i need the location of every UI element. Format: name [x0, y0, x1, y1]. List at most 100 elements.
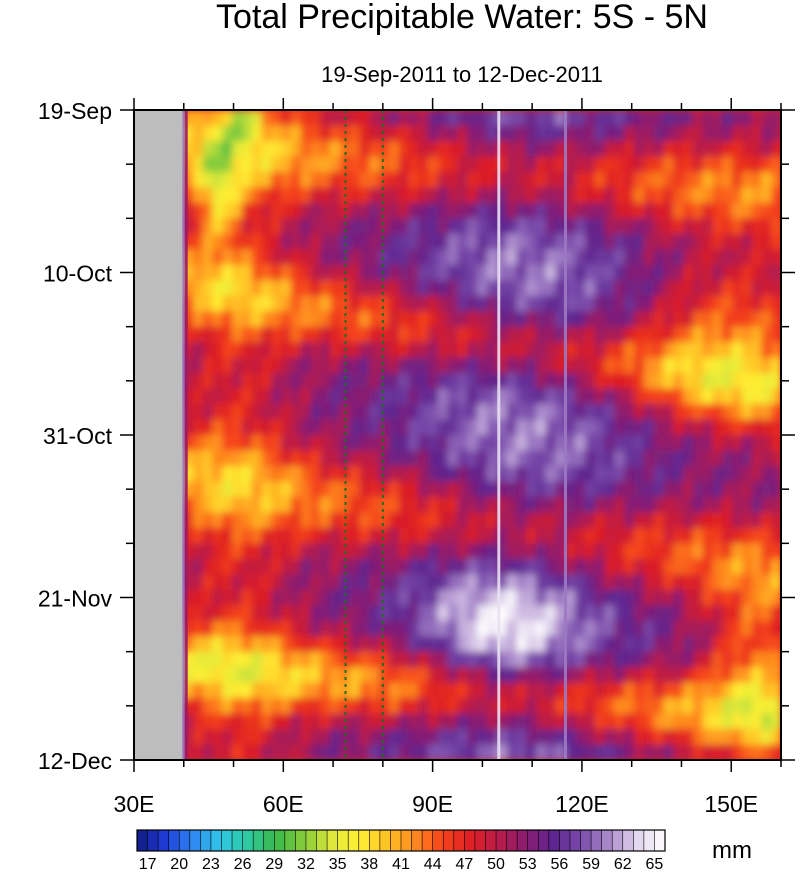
field-cell — [643, 713, 655, 730]
field-cell — [614, 419, 625, 436]
field-cell — [565, 311, 576, 328]
x-tick-label: 150E — [704, 791, 758, 817]
field-cell — [418, 404, 429, 421]
field-cell — [575, 651, 586, 668]
field-cell — [418, 543, 429, 560]
field-cell — [751, 589, 763, 607]
field-cell — [761, 141, 772, 158]
field-cell — [457, 264, 469, 282]
field-cell — [545, 326, 557, 343]
field-cell — [584, 233, 596, 251]
colorbar-box — [253, 830, 265, 851]
field-cell — [222, 466, 233, 483]
field-cell — [222, 202, 233, 220]
field-cell — [751, 202, 763, 220]
field-cell — [634, 481, 645, 498]
colorbar-box — [210, 830, 222, 851]
field-cell — [565, 264, 576, 282]
field-cell — [349, 373, 361, 390]
field-cell — [584, 512, 596, 529]
field-cell — [673, 373, 684, 390]
field-cell — [575, 667, 586, 684]
field-cell — [281, 357, 292, 374]
field-cell — [584, 311, 596, 328]
field-cell — [349, 141, 361, 158]
field-cell — [683, 682, 694, 699]
field-cell — [241, 404, 253, 421]
field-cell — [673, 187, 684, 204]
field-cell — [183, 110, 194, 127]
field-cell — [496, 326, 508, 343]
field-cell — [428, 311, 439, 328]
field-cell — [771, 249, 781, 266]
field-cell — [359, 620, 371, 637]
field-cell — [555, 388, 567, 405]
field-cell — [506, 311, 518, 328]
field-cell — [634, 249, 645, 266]
field-cell — [516, 233, 527, 251]
field-cell — [437, 682, 449, 699]
field-cell — [192, 156, 204, 173]
field-cell — [251, 574, 263, 591]
field-cell — [281, 496, 292, 514]
field-cell — [428, 698, 439, 715]
field-cell — [545, 558, 557, 576]
field-cell — [496, 512, 508, 529]
field-cell — [408, 698, 420, 715]
field-cell — [192, 295, 204, 312]
field-cell — [330, 171, 341, 189]
field-cell — [506, 450, 518, 467]
field-cell — [673, 218, 684, 235]
field-cell — [261, 202, 272, 220]
field-cell — [388, 435, 400, 452]
field-cell — [732, 125, 743, 142]
field-cell — [408, 125, 420, 142]
field-cell — [516, 574, 527, 591]
field-cell — [653, 543, 665, 560]
field-cell — [349, 218, 361, 235]
field-cell — [418, 388, 429, 405]
field-cell — [496, 218, 508, 235]
field-cell — [712, 620, 723, 637]
field-cell — [673, 357, 684, 374]
field-cell — [310, 404, 322, 421]
field-cell — [741, 605, 753, 622]
field-cell — [614, 141, 625, 158]
field-cell — [271, 636, 282, 653]
field-cell — [251, 295, 263, 312]
field-cell — [584, 110, 596, 127]
colorbar-box — [189, 830, 201, 851]
field-cell — [212, 388, 223, 405]
field-cell — [584, 636, 596, 653]
field-cell — [212, 466, 223, 483]
field-cell — [516, 264, 527, 282]
field-cell — [447, 125, 459, 142]
field-cell — [437, 125, 449, 142]
field-cell — [379, 744, 390, 760]
field-cell — [594, 233, 606, 251]
field-cell — [212, 202, 223, 220]
field-cell — [310, 605, 322, 622]
field-cell — [192, 218, 204, 235]
field-cell — [271, 558, 282, 576]
field-cell — [212, 636, 223, 653]
field-cell — [222, 311, 233, 328]
field-cell — [614, 233, 625, 251]
field-cell — [643, 435, 655, 452]
field-cell — [692, 202, 704, 220]
field-cell — [653, 342, 665, 359]
field-cell — [330, 543, 341, 560]
field-cell — [732, 636, 743, 653]
field-cell — [634, 558, 645, 576]
field-cell — [702, 357, 714, 374]
field-cell — [692, 682, 704, 699]
field-cell — [281, 202, 292, 220]
field-cell — [624, 326, 635, 343]
field-cell — [222, 187, 233, 204]
field-cell — [290, 233, 302, 251]
field-cell — [624, 156, 635, 173]
field-cell — [565, 187, 576, 204]
field-cell — [683, 636, 694, 653]
field-cell — [290, 357, 302, 374]
colorbar-box — [179, 830, 191, 851]
